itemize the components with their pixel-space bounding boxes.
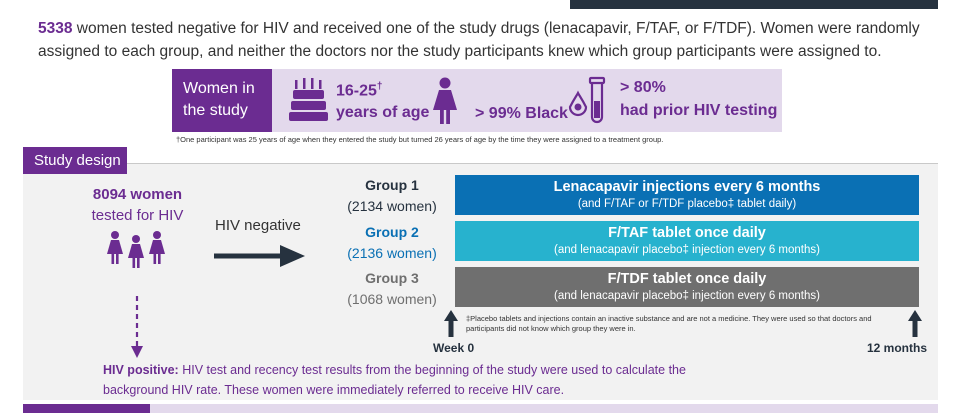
women-group-icon	[107, 231, 165, 268]
group-3-treatment: F/TDF tablet once daily	[607, 271, 767, 287]
group-2-detail: (and lenacapavir placebo‡ injection ever…	[554, 244, 820, 256]
race-stat: > 99% Black	[475, 105, 568, 122]
group-2-treatment-bar: F/TAF tablet once daily (and lenacapavir…	[455, 221, 919, 261]
testing-label: had prior HIV testing	[620, 102, 778, 119]
bottom-section-accent	[23, 404, 150, 413]
age-footnote: †One participant was 25 years of age whe…	[176, 135, 664, 144]
group-3-count: (1068 women)	[347, 291, 437, 307]
testing-percent: > 80%	[620, 79, 666, 96]
week0-up-arrow-icon	[444, 310, 458, 337]
month12-up-arrow-icon	[908, 310, 922, 337]
group-1-count: (2134 women)	[347, 198, 437, 214]
birthday-cake-icon	[289, 78, 328, 121]
group-2-count: (2136 women)	[347, 245, 437, 261]
age-label: years of age	[336, 104, 430, 121]
placebo-footnote: ‡Placebo tablets and injections contain …	[466, 314, 872, 333]
intro-text: women tested negative for HIV and receiv…	[38, 20, 920, 60]
group-2-name: Group 2	[365, 224, 419, 240]
group-1-treatment-bar: Lenacapavir injections every 6 months (a…	[455, 175, 919, 215]
hiv-negative-label: HIV negative	[215, 217, 301, 234]
week0-label: Week 0	[433, 341, 475, 355]
women-label-line1: Women in	[183, 80, 255, 97]
hiv-positive-text: HIV test and recency test results from t…	[103, 363, 686, 397]
woman-icon	[433, 77, 457, 124]
group-2-treatment: F/TAF tablet once daily	[608, 225, 766, 241]
group-3-detail: (and lenacapavir placebo‡ injection ever…	[554, 290, 820, 302]
age-dagger: †	[376, 81, 383, 92]
group-1-detail: (and F/TAF or F/TDF placebo‡ tablet dail…	[577, 198, 797, 210]
group-1-name: Group 1	[365, 177, 419, 193]
right-arrow-icon	[214, 245, 305, 267]
group-3-name: Group 3	[365, 270, 419, 286]
age-range: 16-25†	[336, 81, 382, 100]
age-range-value: 16-25	[336, 82, 377, 100]
hiv-positive-note: HIV positive: HIV test and recency test …	[103, 360, 743, 400]
group-3-treatment-bar: F/TDF tablet once daily (and lenacapavir…	[455, 267, 919, 307]
women-in-study-panel: Women in the study 16-25† years of age >…	[172, 69, 782, 132]
bottom-section-bar	[23, 404, 938, 413]
down-arrow-icon	[131, 296, 143, 358]
top-decorative-bar	[570, 0, 938, 9]
tested-label: tested for HIV	[91, 207, 184, 224]
test-tube-icon	[568, 76, 606, 124]
group-1-treatment: Lenacapavir injections every 6 months	[553, 179, 821, 195]
month12-label: 12 months	[867, 341, 928, 355]
women-in-study-label: Women in the study	[172, 69, 272, 132]
tested-count: 8094 women	[92, 186, 183, 203]
intro-paragraph: 5338 women tested negative for HIV and r…	[38, 17, 938, 63]
hiv-positive-label: HIV positive:	[103, 363, 179, 377]
study-design-label: Study design	[23, 147, 127, 174]
women-label-line2: the study	[183, 102, 248, 119]
intro-number: 5338	[38, 20, 73, 37]
